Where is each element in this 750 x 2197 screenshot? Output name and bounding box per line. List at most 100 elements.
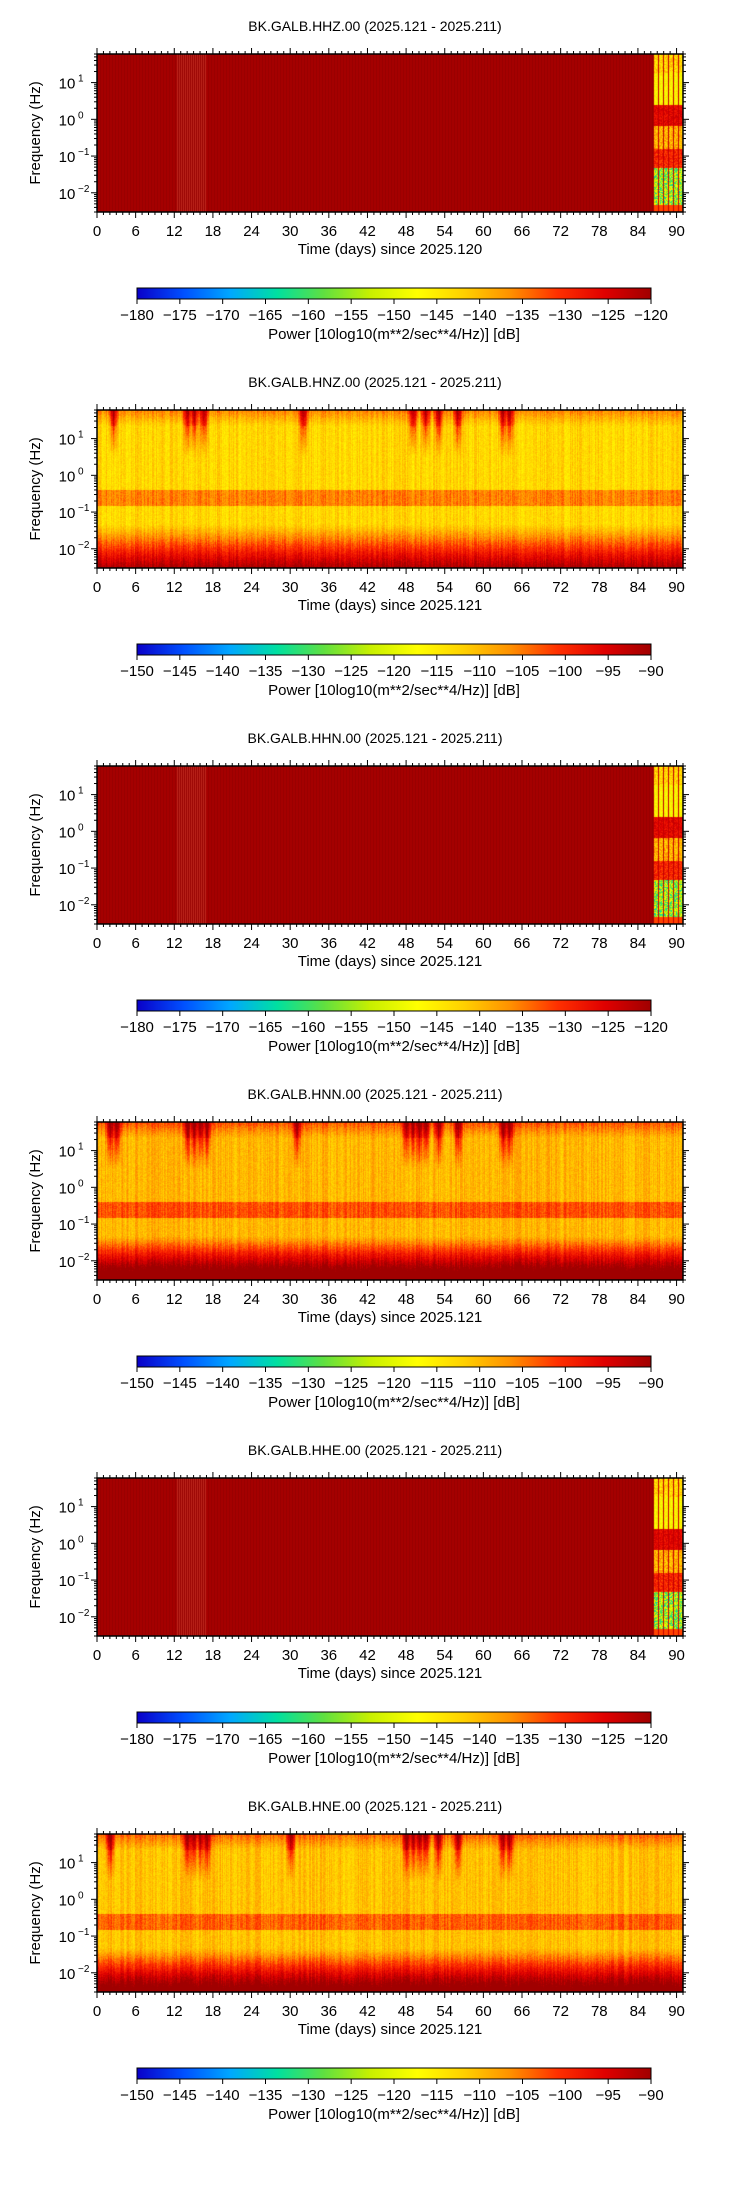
chart-title: BK.GALB.HNZ.00 (2025.121 - 2025.211) (248, 374, 501, 390)
y-tick-exponent: −2 (78, 1608, 90, 1619)
colorbar-tick-label: −135 (249, 663, 283, 680)
x-tick-label: 48 (398, 579, 415, 596)
x-axis-label: Time (days) since 2025.121 (298, 953, 483, 970)
y-tick-exponent: 0 (78, 1178, 84, 1189)
x-tick-label: 30 (282, 579, 299, 596)
colorbar (136, 999, 652, 1012)
x-tick-label: 6 (131, 2003, 139, 2020)
x-axis-label: Time (days) since 2025.121 (298, 2021, 483, 2038)
colorbar-label: Power [10log10(m**2/sec**4/Hz)] [dB] (268, 2106, 520, 2123)
x-tick-label: 60 (475, 223, 492, 240)
x-tick-label: 30 (282, 2003, 299, 2020)
x-tick-label: 90 (668, 1291, 685, 1308)
x-axis-label: Time (days) since 2025.121 (298, 597, 483, 614)
x-tick-label: 42 (359, 223, 376, 240)
colorbar-tick-label: −140 (463, 1731, 497, 1748)
x-tick-label: 0 (93, 2003, 101, 2020)
colorbar-tick-label: −115 (420, 663, 453, 680)
colorbar-tick-label: −145 (163, 663, 197, 680)
spectrogram-chart: BK.GALB.HNN.00 (2025.121 - 2025.211)0 6 12… (27, 1086, 689, 1411)
colorbar-tick-label: −165 (249, 1019, 283, 1036)
colorbar-tick-label: −165 (249, 307, 283, 324)
x-tick-label: 54 (436, 2003, 453, 2020)
colorbar-tick-label: −130 (291, 2087, 325, 2104)
y-tick-label: 10 (59, 1892, 76, 1909)
colorbar-tick-label: −170 (206, 1731, 240, 1748)
colorbar-tick-label: −125 (591, 1019, 625, 1036)
y-axis-label: Frequency (Hz) (27, 1149, 44, 1252)
colorbar-tick-label: −95 (595, 1375, 620, 1392)
x-tick-label: 90 (668, 223, 685, 240)
colorbar-tick-label: −150 (120, 1375, 154, 1392)
plot-frame (96, 765, 684, 925)
x-tick-label: 30 (282, 1647, 299, 1664)
x-tick-label: 78 (591, 2003, 608, 2020)
spectrogram-chart: BK.GALB.HNE.00 (2025.121 - 2025.211)0 6 12… (27, 1798, 689, 2123)
colorbar-tick-label: −170 (206, 307, 240, 324)
x-tick-label: 18 (205, 2003, 222, 2020)
colorbar-tick-label: −105 (506, 2087, 540, 2104)
spectrogram-heatmap (97, 1834, 683, 1992)
x-tick-label: 84 (630, 2003, 647, 2020)
x-tick-label: 90 (668, 1647, 685, 1664)
colorbar-tick-label: −110 (463, 1375, 496, 1392)
colorbar-tick-label: −115 (420, 1375, 453, 1392)
spectrogram-heatmap (97, 410, 683, 568)
colorbar-tick-label: −160 (291, 307, 325, 324)
x-tick-label: 48 (398, 1291, 415, 1308)
x-tick-label: 60 (475, 1647, 492, 1664)
x-tick-label: 0 (93, 1291, 101, 1308)
colorbar-tick-label: −120 (377, 2087, 411, 2104)
colorbar-tick-label: −145 (420, 307, 454, 324)
x-tick-label: 84 (630, 579, 647, 596)
colorbar-tick-label: −135 (506, 1019, 540, 1036)
y-tick-label: 10 (59, 1536, 76, 1553)
y-tick-label: 10 (59, 1500, 76, 1517)
x-tick-label: 72 (552, 935, 569, 952)
x-tick-label: 42 (359, 935, 376, 952)
colorbar-tick-label: −160 (291, 1731, 325, 1748)
y-tick-label: 10 (59, 76, 76, 93)
x-tick-label: 18 (205, 1647, 222, 1664)
x-tick-label: 18 (205, 935, 222, 952)
y-tick-exponent: −1 (78, 1927, 90, 1938)
x-tick-label: 24 (243, 223, 260, 240)
x-tick-label: 48 (398, 223, 415, 240)
spectrogram-heatmap (97, 1478, 683, 1636)
x-tick-label: 12 (166, 1647, 183, 1664)
y-tick-label: 10 (59, 1254, 76, 1271)
colorbar-tick-label: −95 (595, 2087, 620, 2104)
x-tick-label: 90 (668, 579, 685, 596)
y-axis-label: Frequency (Hz) (27, 1861, 44, 1964)
colorbar-tick-label: −125 (334, 2087, 368, 2104)
colorbar-tick-label: −130 (548, 1019, 582, 1036)
x-tick-label: 84 (630, 1291, 647, 1308)
x-tick-label: 0 (93, 935, 101, 952)
x-tick-label: 60 (475, 935, 492, 952)
x-tick-label: 48 (398, 935, 415, 952)
x-tick-label: 84 (630, 223, 647, 240)
y-tick-label: 10 (59, 898, 76, 915)
x-axis-label: Time (days) since 2025.121 (298, 1309, 483, 1326)
x-tick-label: 0 (93, 579, 101, 596)
x-tick-label: 36 (320, 1291, 337, 1308)
colorbar-tick-label: −130 (548, 307, 582, 324)
y-tick-label: 10 (59, 186, 76, 203)
y-tick-exponent: 0 (78, 110, 84, 121)
x-tick-label: 30 (282, 935, 299, 952)
chart-title: BK.GALB.HNE.00 (2025.121 - 2025.211) (248, 1798, 502, 1814)
colorbar (136, 1355, 652, 1368)
x-tick-label: 6 (131, 223, 139, 240)
colorbar-tick-label: −150 (377, 307, 411, 324)
plot-frame (96, 53, 684, 213)
colorbar-label: Power [10log10(m**2/sec**4/Hz)] [dB] (268, 1038, 520, 1055)
y-tick-label: 10 (59, 542, 76, 559)
spectrogram-panel: BK.GALB.HHN.00 (2025.121 - 2025.211) 0 6 12… (0, 712, 750, 1068)
y-tick-label: 10 (59, 1610, 76, 1627)
colorbar-tick-label: −125 (591, 1731, 625, 1748)
y-axis-label: Frequency (Hz) (27, 793, 44, 896)
spectrogram-heatmap (97, 54, 683, 212)
x-tick-label: 54 (436, 223, 453, 240)
y-tick-exponent: −1 (78, 503, 90, 514)
y-tick-label: 10 (59, 861, 76, 878)
